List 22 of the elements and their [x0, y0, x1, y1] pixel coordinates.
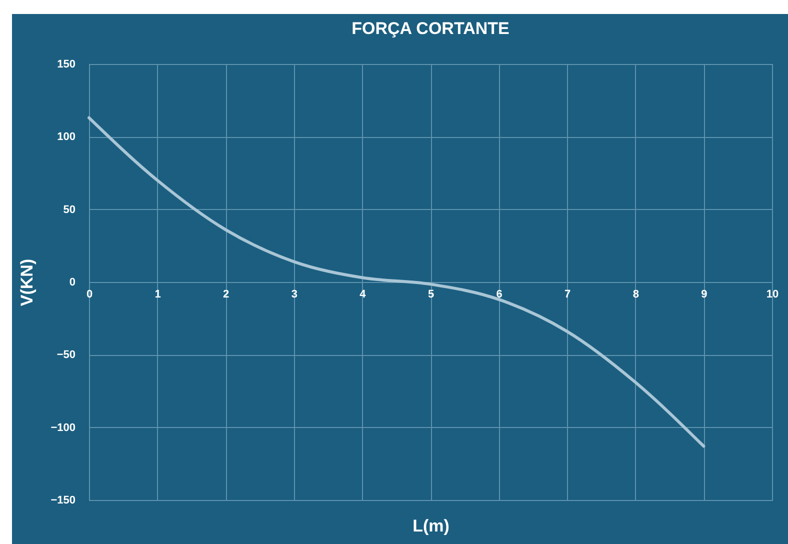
x-tick-label: 1 — [154, 288, 161, 300]
x-tick-label: 10 — [766, 288, 779, 300]
x-tick-label: 2 — [223, 288, 230, 300]
y-tick-label: 0 — [69, 276, 76, 288]
y-tick-label: 50 — [63, 204, 76, 216]
x-tick-label: 4 — [360, 288, 367, 300]
x-axis-title: L(m) — [412, 516, 450, 536]
x-tick-label: 7 — [564, 288, 571, 300]
x-tick-label: 3 — [291, 288, 298, 300]
x-tick-label: 6 — [496, 288, 502, 300]
y-tick-label: −100 — [50, 422, 76, 434]
y-tick-label: −50 — [56, 349, 76, 362]
y-axis-title: V(KN) — [18, 258, 37, 306]
x-tick-label: 0 — [86, 288, 93, 300]
y-tick-label: 100 — [57, 131, 76, 144]
line-series — [88, 116, 706, 448]
x-tick-label: 9 — [701, 288, 708, 300]
y-tick-label: −150 — [50, 494, 76, 506]
y-tick-label: 150 — [57, 58, 76, 70]
x-tick-label: 8 — [632, 288, 639, 300]
chart-title: FORÇA CORTANTE — [352, 19, 510, 38]
x-tick-label: 5 — [428, 288, 434, 300]
